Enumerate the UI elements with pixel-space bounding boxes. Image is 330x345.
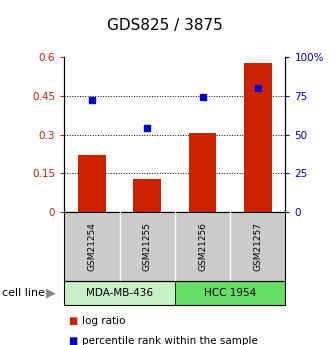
Bar: [189, 133, 216, 212]
Text: cell line: cell line: [2, 288, 45, 298]
Text: ■: ■: [68, 316, 77, 326]
Text: percentile rank within the sample: percentile rank within the sample: [82, 336, 258, 345]
Bar: [78, 155, 106, 212]
Text: GSM21254: GSM21254: [87, 222, 96, 271]
Text: log ratio: log ratio: [82, 316, 126, 326]
Text: MDA-MB-436: MDA-MB-436: [86, 288, 153, 298]
Text: GDS825 / 3875: GDS825 / 3875: [107, 18, 223, 33]
Text: ■: ■: [68, 336, 77, 345]
Bar: [133, 179, 161, 212]
Text: GSM21256: GSM21256: [198, 222, 207, 271]
Text: GSM21257: GSM21257: [253, 222, 262, 271]
Text: HCC 1954: HCC 1954: [204, 288, 256, 298]
Text: GSM21255: GSM21255: [143, 222, 152, 271]
Bar: [244, 63, 272, 212]
Text: ▶: ▶: [46, 287, 56, 300]
